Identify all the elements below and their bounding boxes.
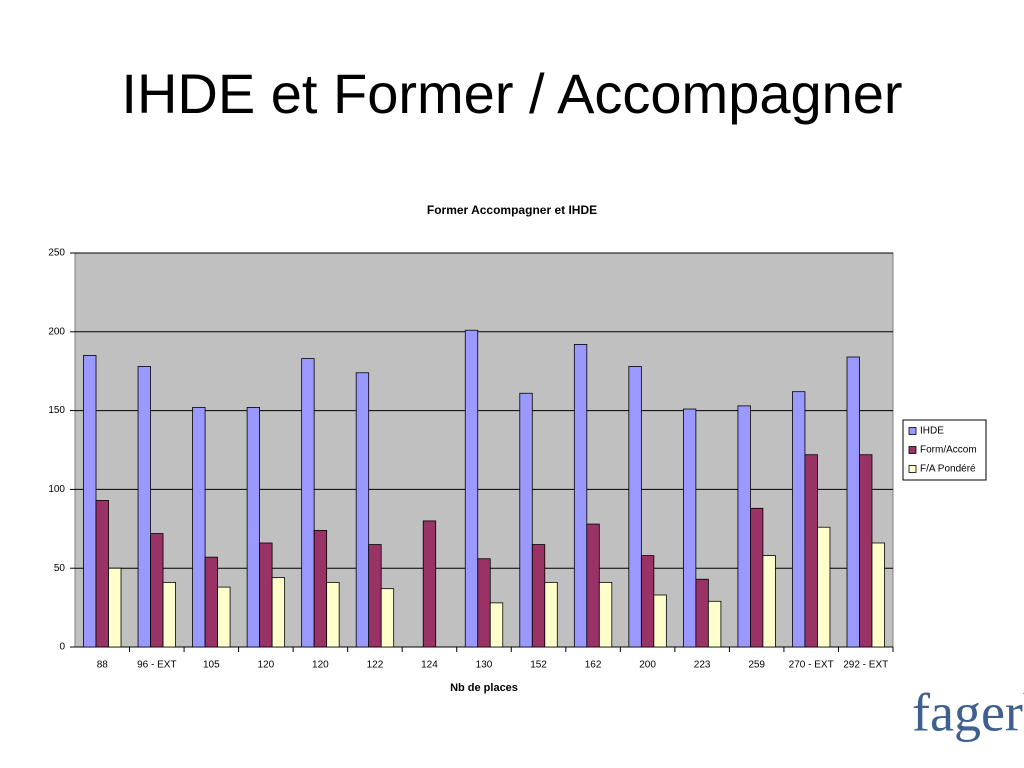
bar	[368, 544, 382, 648]
bar	[817, 526, 831, 648]
chart-title: Former Accompagner et IHDE	[427, 203, 597, 217]
bar	[204, 556, 218, 648]
x-tick-label: 162	[585, 660, 602, 671]
bar	[192, 407, 206, 648]
bar	[477, 558, 491, 648]
bar	[162, 581, 176, 648]
slide-title: IHDE et Former / Accompagner	[121, 62, 902, 125]
bar	[301, 358, 315, 648]
bar	[640, 555, 655, 648]
bar	[762, 555, 776, 648]
bar	[737, 405, 751, 648]
bar	[682, 408, 697, 648]
bar	[871, 542, 885, 648]
bar	[217, 586, 231, 648]
legend-swatch	[908, 465, 917, 473]
x-tick-label: 270 - EXT	[789, 660, 834, 671]
bar	[95, 500, 109, 648]
legend-label: IHDE	[920, 426, 944, 437]
bar	[380, 588, 395, 648]
legend	[902, 419, 987, 481]
x-tick-label: 124	[421, 660, 438, 671]
x-tick-label: 105	[203, 660, 220, 671]
legend-swatch	[908, 427, 917, 435]
bar	[707, 600, 722, 648]
x-tick-label: 120	[258, 660, 275, 671]
legend-label: Form/Accom	[920, 445, 977, 456]
bar	[750, 507, 764, 648]
y-tick-label: 150	[48, 405, 65, 416]
bar	[544, 581, 558, 648]
bar	[108, 567, 122, 648]
y-tick-label: 200	[48, 326, 65, 337]
bar	[271, 577, 286, 648]
x-tick-label: 122	[367, 660, 384, 671]
bar	[422, 520, 437, 648]
bar	[355, 372, 370, 648]
bar	[804, 454, 818, 648]
x-tick-label: 292 - EXT	[843, 660, 888, 671]
bar	[573, 344, 588, 648]
bar	[628, 366, 642, 648]
y-tick-label: 0	[59, 642, 65, 653]
bar	[83, 355, 97, 648]
bar	[695, 578, 709, 648]
x-tick-label: 259	[748, 660, 765, 671]
bar	[150, 533, 164, 648]
bar	[531, 544, 546, 648]
bar	[846, 356, 860, 648]
bar	[326, 581, 340, 648]
bar	[489, 602, 504, 648]
bar	[259, 542, 273, 648]
bar	[519, 392, 533, 648]
x-tick-label: 223	[694, 660, 711, 671]
x-tick-label: 200	[639, 660, 656, 671]
bar	[464, 329, 479, 648]
x-tick-label: 88	[97, 660, 109, 671]
x-tick-label: 96 - EXT	[137, 660, 176, 671]
x-tick-label: 120	[312, 660, 329, 671]
legend-swatch	[908, 446, 917, 454]
x-tick-label: 130	[476, 660, 493, 671]
bar	[586, 523, 600, 648]
bar	[137, 366, 151, 648]
bar	[792, 391, 806, 648]
x-tick-label: 152	[530, 660, 547, 671]
y-tick-label: 250	[48, 248, 65, 259]
y-tick-label: 100	[48, 484, 65, 495]
bar	[859, 454, 873, 648]
legend-label: F/A Pondéré	[920, 464, 976, 475]
bar	[313, 529, 328, 648]
x-axis-label: Nb de places	[450, 682, 518, 694]
logo: fagerh	[912, 682, 1024, 742]
bar	[246, 407, 261, 648]
bar	[653, 594, 667, 648]
y-tick-label: 50	[54, 563, 66, 574]
bar	[598, 581, 613, 648]
